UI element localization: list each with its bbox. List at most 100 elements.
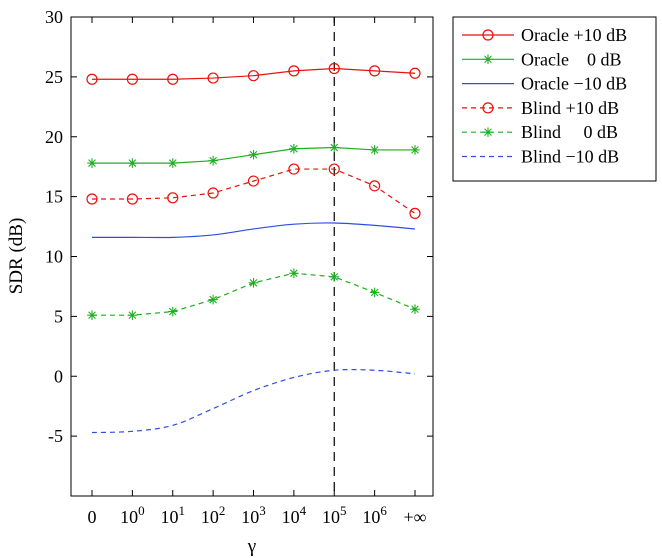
data-point	[86, 193, 98, 205]
legend-marker	[483, 127, 493, 137]
x-tick-label: 105	[322, 503, 347, 527]
data-point	[289, 143, 299, 154]
x-tick-label: 106	[362, 503, 387, 527]
star-stroke	[88, 159, 96, 167]
data-point	[207, 187, 219, 199]
y-tick-label: 15	[45, 187, 63, 207]
data-point	[369, 180, 381, 192]
series-4	[86, 163, 421, 219]
legend-box	[452, 16, 657, 182]
y-tick-label: 0	[54, 366, 63, 386]
series-line	[92, 168, 416, 214]
x-axis-label: γ	[247, 536, 256, 557]
legend-entry: Oracle 0 dB	[521, 49, 621, 69]
legend-entry: Oracle +10 dB	[521, 25, 627, 45]
star-stroke	[330, 143, 339, 152]
data-point	[167, 158, 178, 168]
data-point	[167, 306, 178, 317]
star-stroke	[209, 156, 217, 165]
series-layer	[86, 62, 421, 434]
data-point	[409, 67, 421, 79]
x-tick-label: 102	[201, 503, 226, 527]
data-point	[288, 65, 300, 77]
series-1	[86, 62, 421, 85]
data-point	[410, 304, 420, 314]
star-stroke	[411, 146, 419, 154]
legend-entry: Blind −10 dB	[521, 147, 619, 167]
series-6	[91, 368, 416, 434]
x-axis: 0 100 101 102 103 104 105 106 +∞	[88, 17, 427, 527]
x-tick-label: 103	[241, 503, 266, 527]
star-stroke	[168, 159, 177, 167]
legend-entry: Blind +10 dB	[521, 98, 619, 118]
star-stroke	[290, 269, 298, 278]
series-2	[87, 142, 420, 168]
data-point	[289, 268, 299, 279]
data-point	[126, 193, 138, 205]
star-stroke	[330, 273, 339, 281]
data-point	[328, 163, 340, 175]
star-stroke	[370, 146, 379, 154]
data-point	[87, 310, 97, 320]
data-point	[248, 278, 259, 288]
star-stroke	[88, 311, 96, 320]
legend-marker	[482, 102, 494, 114]
data-point	[207, 72, 219, 84]
legend-marker	[483, 54, 493, 65]
data-point	[328, 62, 340, 75]
star-stroke	[128, 159, 137, 167]
y-tick-label: 10	[45, 247, 63, 267]
data-point	[87, 158, 97, 168]
star-stroke	[168, 307, 177, 316]
data-point	[126, 73, 138, 85]
data-point	[208, 294, 218, 305]
data-point	[329, 142, 340, 153]
data-point	[410, 145, 420, 155]
data-point	[329, 272, 340, 282]
data-point	[247, 70, 260, 82]
y-tick-label: 5	[54, 306, 63, 326]
star-stroke	[370, 288, 379, 297]
legend-entry: Oracle −10 dB	[521, 74, 627, 94]
star-stroke	[249, 279, 258, 287]
data-point	[369, 65, 381, 77]
star-stroke	[484, 55, 492, 64]
series-3	[92, 222, 416, 239]
x-tick-label: 104	[282, 503, 307, 527]
x-tick-label: 101	[161, 503, 186, 527]
x-tick-label: +∞	[404, 507, 427, 527]
y-tick-label: 20	[45, 127, 63, 147]
star-stroke	[249, 150, 258, 159]
star-stroke	[290, 144, 298, 153]
data-point	[409, 207, 421, 219]
legend-marker	[482, 29, 494, 41]
legend-entry: Blind 0 dB	[521, 122, 618, 142]
star-stroke	[128, 311, 137, 320]
x-tick-label: 100	[120, 503, 145, 527]
x-tick-label: 0	[88, 507, 97, 527]
data-point	[288, 163, 300, 175]
series-5	[87, 268, 420, 320]
data-point	[127, 310, 138, 320]
legend: Oracle +10 dB Oracle 0 dB Oracle −10 dB Bli…	[452, 16, 657, 182]
series-line	[91, 368, 416, 434]
data-point	[167, 73, 179, 85]
y-tick-label: 25	[45, 67, 63, 87]
data-point	[369, 287, 380, 298]
star-stroke	[484, 128, 492, 137]
y-axis-label: SDR (dB)	[6, 218, 27, 295]
series-line	[92, 67, 416, 80]
data-point	[247, 175, 260, 187]
series-line	[92, 222, 416, 239]
data-point	[369, 145, 380, 155]
plot-frame	[70, 16, 434, 497]
data-point	[86, 73, 98, 85]
y-tick-label: -5	[48, 426, 63, 446]
y-tick-label: 30	[45, 7, 63, 27]
star-stroke	[411, 305, 419, 314]
data-point	[248, 149, 259, 160]
y-axis: -5 0 5 10 15 20 25 30	[45, 7, 433, 446]
data-point	[127, 158, 138, 168]
star-stroke	[209, 295, 217, 304]
